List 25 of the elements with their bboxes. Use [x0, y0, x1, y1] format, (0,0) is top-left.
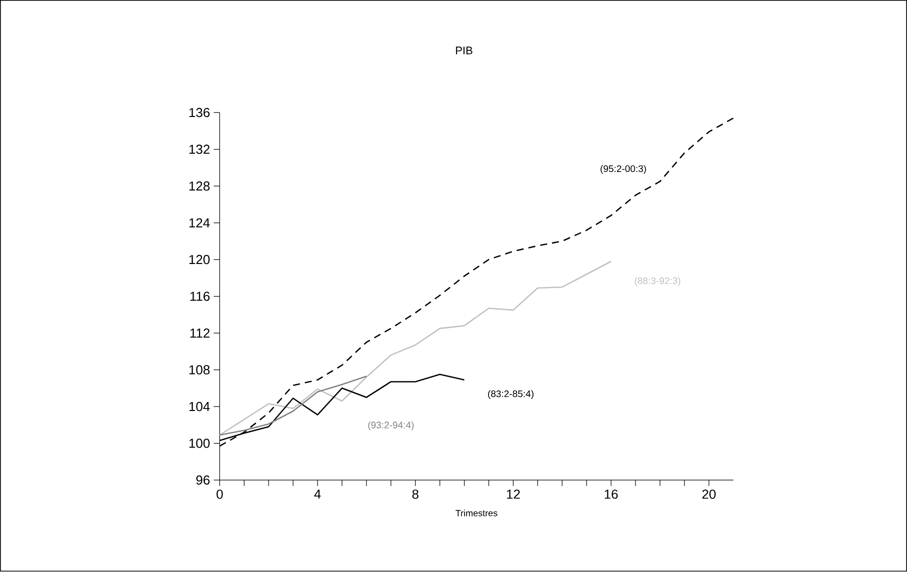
y-tick-label: 100: [189, 438, 210, 448]
text: (88:3-92:3): [634, 277, 680, 286]
y-tick-label: 132: [189, 144, 210, 154]
line-series: [219, 260, 612, 436]
y-tick-label: 108: [189, 365, 210, 375]
chart-title: PIB: [456, 46, 472, 54]
y-tick-label: 120: [189, 255, 210, 264]
y-tick-label: 112: [190, 328, 210, 338]
x-axis-title: Trimestres: [456, 510, 498, 517]
y-tick-label: 116: [190, 292, 210, 302]
text: (83:2-85:4): [488, 390, 534, 400]
y-tick-label: 128: [189, 182, 210, 191]
y-tick-label: 104: [189, 402, 210, 412]
y-tick-label: 124: [189, 218, 210, 228]
line-series: [219, 376, 368, 436]
x-tick-label: 4: [314, 490, 321, 499]
x-tick-label: 0: [216, 490, 223, 500]
y-tick-label: 96: [196, 476, 210, 485]
x-tick-label: 16: [604, 490, 618, 500]
y-tick-label: 136: [189, 108, 210, 118]
text: (93:2-94:4): [368, 422, 414, 430]
x-tick-label: 8: [412, 490, 418, 500]
x-tick-label: 12: [506, 490, 520, 499]
x-tick-label: 20: [702, 490, 716, 500]
series-label: (95:2-00:3): [600, 165, 646, 174]
